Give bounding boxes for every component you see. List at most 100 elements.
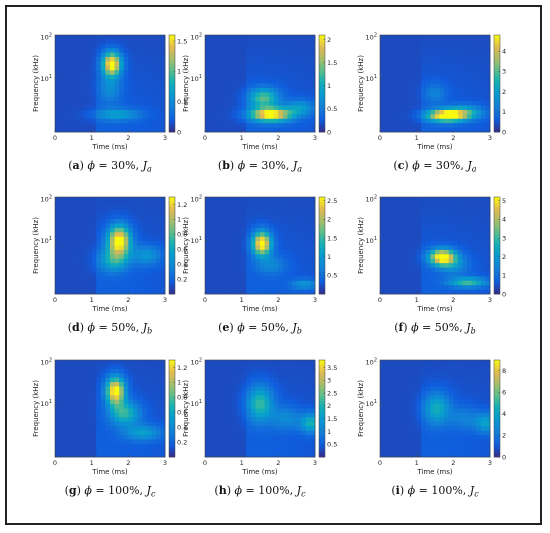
heat-cell xyxy=(137,426,143,431)
heat-cell xyxy=(82,70,88,76)
heat-cell xyxy=(241,443,247,449)
colorbar-swatch xyxy=(319,61,325,65)
heat-cell xyxy=(278,399,284,405)
heat-cell xyxy=(218,61,224,67)
heat-cell xyxy=(82,408,88,414)
heat-cell xyxy=(310,263,316,268)
heat-cell xyxy=(398,197,404,202)
heat-cell xyxy=(132,360,138,365)
heat-cell xyxy=(105,426,111,431)
heat-cell xyxy=(296,426,302,431)
heat-cell xyxy=(260,48,265,54)
heat-cell xyxy=(96,430,102,436)
heat-cell xyxy=(232,118,238,124)
heat-cell xyxy=(137,430,143,436)
heat-cell xyxy=(393,127,399,133)
heat-cell xyxy=(209,364,215,370)
heat-cell xyxy=(287,52,293,58)
heat-cell xyxy=(77,35,83,40)
heat-cell xyxy=(273,57,279,62)
heat-cell xyxy=(96,205,102,211)
heat-cell xyxy=(453,57,459,62)
heat-cell xyxy=(287,276,293,282)
heat-cell xyxy=(398,223,404,229)
heat-cell xyxy=(476,214,482,220)
heat-cell xyxy=(119,276,125,282)
heat-cell xyxy=(301,57,307,62)
heat-cell xyxy=(214,408,220,414)
heat-cell xyxy=(142,96,148,102)
heat-cell xyxy=(444,74,450,80)
heat-cell xyxy=(73,127,79,133)
heat-cell xyxy=(87,271,93,277)
heat-cell xyxy=(137,245,143,251)
heat-cell xyxy=(87,364,93,370)
heat-cell xyxy=(77,65,83,71)
heat-cell xyxy=(421,43,427,49)
heat-cell xyxy=(264,83,270,89)
heat-cell xyxy=(223,430,229,436)
heat-cell xyxy=(64,87,70,93)
heat-cell xyxy=(416,448,422,453)
colorbar-tick-label: 1.5 xyxy=(177,37,187,45)
heat-cell xyxy=(467,43,473,49)
heat-cell xyxy=(421,210,427,216)
heat-cell xyxy=(278,219,284,224)
heat-cell xyxy=(287,105,293,111)
heat-cell xyxy=(255,214,261,220)
colorbar-tick-label: 0.5 xyxy=(177,98,187,106)
heat-cell xyxy=(292,105,298,111)
heat-cell xyxy=(91,57,97,62)
heat-cell xyxy=(100,386,106,392)
heat-cell xyxy=(485,241,491,246)
heat-cell xyxy=(237,39,243,45)
heat-cell xyxy=(398,421,404,427)
heat-cell xyxy=(425,83,431,89)
heat-cell xyxy=(223,289,229,295)
heat-cell xyxy=(96,210,102,216)
heat-cell xyxy=(214,364,220,370)
colorbar-swatch xyxy=(319,117,325,121)
heat-cell xyxy=(310,57,316,62)
heat-cell xyxy=(146,412,152,418)
heat-cell xyxy=(260,197,265,202)
heat-cell xyxy=(310,417,316,423)
heat-cell xyxy=(393,35,399,40)
heat-cell xyxy=(218,421,224,427)
heat-cell xyxy=(110,118,115,124)
heat-cell xyxy=(137,92,143,98)
heat-cell xyxy=(110,236,115,242)
heat-cell xyxy=(246,390,252,396)
heat-cell xyxy=(278,434,284,440)
heat-cell xyxy=(282,382,288,387)
heat-cell xyxy=(296,92,302,98)
heat-cell xyxy=(278,412,284,418)
colorbar-swatch xyxy=(169,279,175,283)
heat-cell xyxy=(132,417,138,423)
colorbar-swatch xyxy=(319,401,325,405)
heat-cell xyxy=(453,65,459,71)
heat-cell xyxy=(73,289,79,295)
heat-cell xyxy=(241,434,247,440)
heat-cell xyxy=(260,390,265,396)
heat-cell xyxy=(218,127,224,133)
heat-cell xyxy=(439,267,445,273)
heat-cell xyxy=(416,96,422,102)
heat-cell xyxy=(227,118,233,124)
heat-cell xyxy=(264,390,270,396)
colorbar-swatch xyxy=(494,247,500,251)
heat-cell xyxy=(296,245,302,251)
heat-cell xyxy=(214,434,220,440)
x-axis-label: Time (ms) xyxy=(416,305,453,313)
heat-cell xyxy=(269,101,275,106)
heat-cell xyxy=(64,430,70,436)
heat-cell xyxy=(160,127,166,133)
heat-cell xyxy=(214,105,220,111)
heat-cell xyxy=(205,360,210,365)
heat-cell xyxy=(114,258,120,264)
heat-cell xyxy=(59,79,65,84)
heat-cell xyxy=(393,417,399,423)
heat-cell xyxy=(151,395,157,401)
heat-cell xyxy=(241,201,247,207)
heat-cell xyxy=(105,219,111,224)
